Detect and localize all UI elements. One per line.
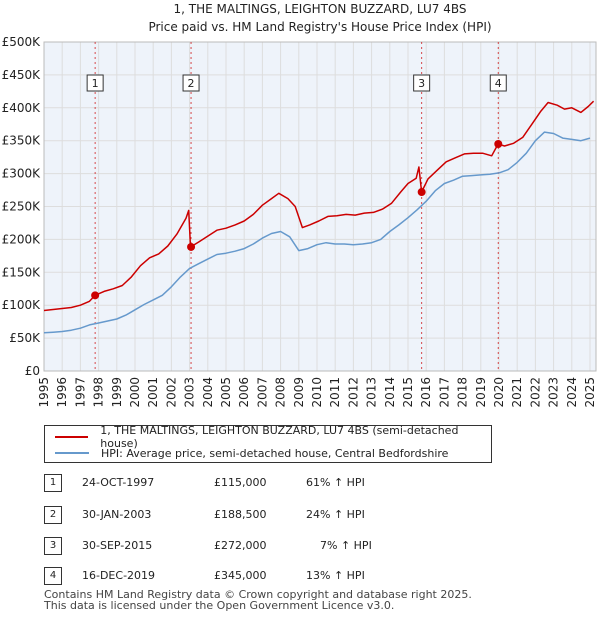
x-tick-label: 2018 (456, 377, 470, 408)
sale-point (417, 188, 426, 197)
hpi-series-line (43, 131, 591, 334)
footer-attribution: Contains HM Land Registry data © Crown c… (44, 589, 472, 611)
y-tick-label: £150K (2, 265, 42, 279)
sale-marker-box (182, 74, 200, 92)
y-tick-label: £100K (2, 298, 42, 312)
x-tick-label: 2010 (310, 377, 324, 408)
x-tick-label: 2025 (583, 377, 597, 408)
x-tick-label: 2023 (547, 377, 561, 408)
x-tick-label: 2007 (255, 377, 269, 408)
sale-marker-label: 4 (495, 77, 502, 90)
sale-marker-box (413, 74, 431, 92)
sale-number-badge: 4 (44, 567, 62, 585)
legend-entry-property: 1, THE MALTINGS, LEIGHTON BUZZARD, LU7 4… (45, 424, 491, 450)
sale-hpi-change: 13% ↑ HPI (306, 569, 365, 582)
sale-hpi-change: 61% ↑ HPI (306, 476, 365, 489)
sale-marker-label: 3 (418, 77, 425, 90)
x-tick-label: 2002 (164, 377, 178, 408)
sale-number-badge: 1 (44, 474, 62, 492)
x-tick-label: 2022 (528, 377, 542, 408)
sale-hpi-change: 7% ↑ HPI (320, 539, 372, 552)
hpi-line-swatch (55, 452, 89, 454)
sale-date: 24-OCT-1997 (82, 476, 155, 489)
legend-property-label: 1, THE MALTINGS, LEIGHTON BUZZARD, LU7 4… (100, 424, 459, 450)
legend-entry-hpi: HPI: Average price, semi-detached house,… (45, 445, 448, 461)
sale-hpi-change: 24% ↑ HPI (306, 508, 365, 521)
property-series-line (43, 100, 595, 312)
table-row: 3 30-SEP-2015 £272,000 7% ↑ HPI (44, 537, 444, 555)
x-tick-label: 2021 (510, 377, 524, 408)
x-tick-label: 2016 (419, 377, 433, 408)
x-tick-label: 2020 (492, 377, 506, 408)
x-tick-label: 2011 (328, 377, 342, 408)
x-tick-label: 2024 (565, 377, 579, 408)
x-tick-label: 2015 (401, 377, 415, 408)
table-row: 2 30-JAN-2003 £188,500 24% ↑ HPI (44, 506, 444, 524)
x-tick-label: 2008 (274, 377, 288, 408)
property-line-swatch (55, 436, 89, 438)
x-tick-label: 2019 (474, 377, 488, 408)
sale-price: £115,000 (214, 476, 267, 489)
x-tick-label: 1995 (37, 377, 51, 408)
sale-price: £272,000 (214, 539, 267, 552)
sale-point (91, 291, 100, 300)
x-tick-label: 2012 (346, 377, 360, 408)
sale-marker-box (489, 74, 507, 92)
y-tick-label: £50K (9, 331, 41, 345)
x-tick-label: 2001 (146, 377, 160, 408)
chart-legend: 1, THE MALTINGS, LEIGHTON BUZZARD, LU7 4… (44, 424, 492, 463)
price-chart: 1, THE MALTINGS, LEIGHTON BUZZARD, LU7 4… (2, 2, 597, 408)
sale-price: £188,500 (214, 508, 267, 521)
legend-hpi-label: HPI: Average price, semi-detached house,… (101, 446, 449, 460)
chart-subtitle: Price paid vs. HM Land Registry's House … (148, 20, 491, 34)
x-tick-label: 1997 (73, 377, 87, 408)
x-tick-label: 2005 (219, 377, 233, 408)
y-tick-label: £500K (2, 35, 42, 49)
y-tick-label: £450K (2, 68, 42, 82)
sale-date: 16-DEC-2019 (82, 569, 156, 582)
sale-price: £345,000 (214, 569, 267, 582)
y-tick-label: £400K (2, 101, 42, 115)
sale-point (187, 242, 196, 251)
sale-date: 30-JAN-2003 (82, 508, 152, 521)
sale-marker-box (86, 74, 104, 92)
sale-marker-label: 1 (92, 77, 99, 90)
sale-number-badge: 3 (44, 537, 62, 555)
y-tick-label: £250K (2, 200, 42, 214)
x-tick-label: 2003 (183, 377, 197, 408)
footer-licence: This data is licensed under the Open Gov… (44, 599, 395, 612)
plot-border (43, 41, 597, 372)
table-row: 4 16-DEC-2019 £345,000 13% ↑ HPI (44, 567, 444, 585)
y-tick-label: £0 (25, 364, 40, 378)
table-row: 1 24-OCT-1997 £115,000 61% ↑ HPI (44, 474, 444, 492)
sale-date: 30-SEP-2015 (82, 539, 153, 552)
x-tick-label: 1996 (55, 377, 69, 408)
sale-marker-label: 2 (188, 77, 195, 90)
x-tick-label: 1998 (92, 377, 106, 408)
x-tick-label: 2000 (128, 377, 142, 408)
sale-number-badge: 2 (44, 506, 62, 524)
footer-copyright: Contains HM Land Registry data © Crown c… (44, 588, 472, 601)
x-tick-label: 2013 (365, 377, 379, 408)
x-tick-label: 2006 (237, 377, 251, 408)
x-tick-label: 2014 (383, 377, 397, 408)
y-tick-label: £200K (2, 232, 42, 246)
chart-title: 1, THE MALTINGS, LEIGHTON BUZZARD, LU7 4… (174, 2, 467, 16)
x-tick-label: 1999 (110, 377, 124, 408)
y-tick-label: £350K (2, 134, 42, 148)
x-tick-label: 2009 (292, 377, 306, 408)
x-tick-label: 2004 (201, 377, 215, 408)
sale-point (494, 139, 503, 148)
y-tick-label: £300K (2, 167, 42, 181)
x-tick-label: 2017 (437, 377, 451, 408)
